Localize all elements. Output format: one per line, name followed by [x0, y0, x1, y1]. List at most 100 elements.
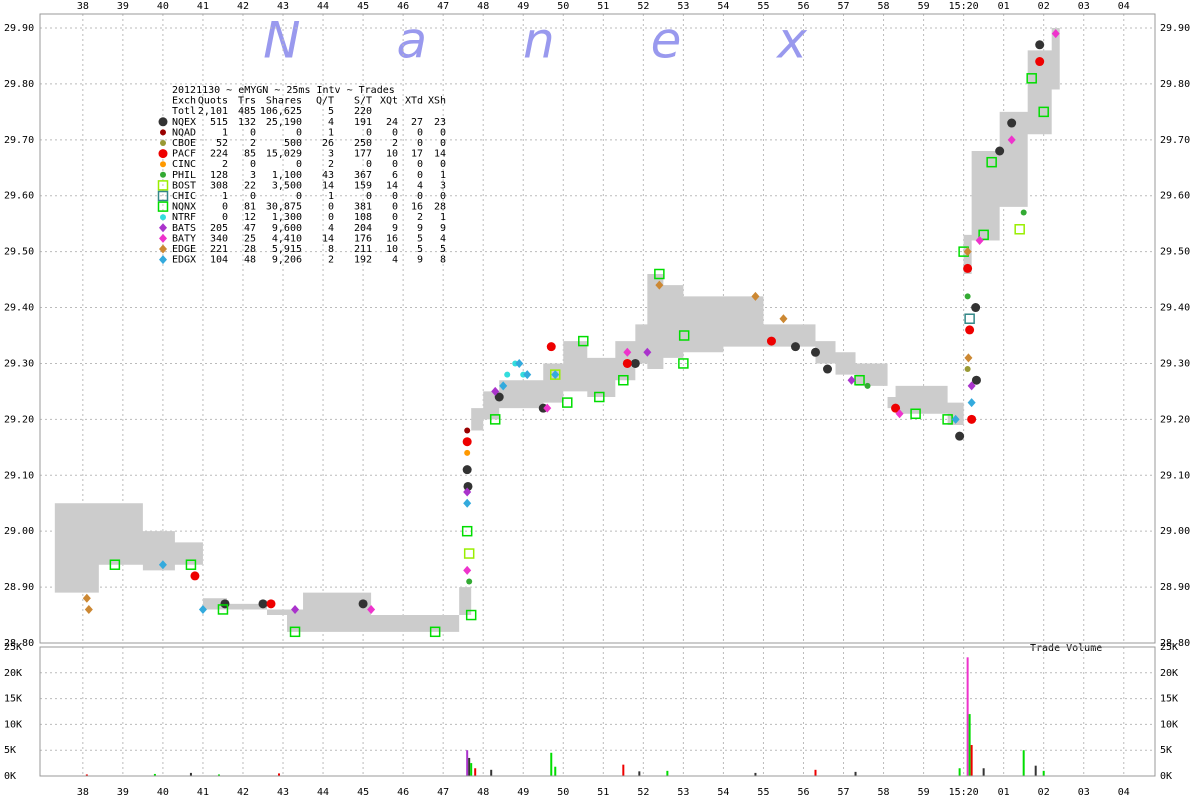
x-tick-label: 56	[797, 787, 809, 798]
legend-label: BATS	[172, 223, 196, 234]
volume-bar	[968, 714, 971, 776]
y-tick-label: 29.50	[4, 247, 34, 258]
legend-marker	[160, 171, 166, 178]
trade-point	[562, 397, 573, 408]
table-cell: 224	[210, 149, 228, 160]
table-cell: 0	[222, 202, 228, 213]
table-cell: 308	[210, 180, 228, 191]
table-header: XSh	[428, 96, 446, 107]
table-cell: 104	[210, 255, 228, 266]
legend-label: NQAD	[172, 127, 196, 138]
volume-bar	[278, 773, 281, 776]
x-tick-label: 04	[1118, 787, 1130, 798]
table-cell: 10	[386, 244, 398, 255]
y-tick-label: 15K	[4, 694, 22, 705]
trade-point	[654, 268, 665, 280]
table-cell: 108	[354, 212, 372, 223]
table-cell: 1	[328, 127, 334, 138]
table-cell: 47	[244, 223, 256, 234]
trade-point	[489, 414, 501, 425]
table-cell: 0	[392, 127, 398, 138]
trade-point	[258, 599, 268, 609]
x-tick-label: 54	[717, 1, 729, 12]
volume-bar	[814, 769, 817, 776]
plot-frame	[39, 13, 1156, 644]
x-tick-label: 59	[918, 1, 930, 12]
table-header: Q/T	[316, 96, 334, 107]
table-cell: 500	[284, 138, 302, 149]
y-tick-label: 29.50	[1160, 247, 1190, 258]
y-tick-label: 28.90	[4, 582, 34, 593]
trade-point	[967, 381, 976, 391]
trade-point	[358, 599, 368, 609]
table-cell: 0	[417, 170, 423, 181]
x-tick-label: 01	[998, 787, 1010, 798]
trade-point	[1007, 135, 1016, 145]
table-cell: 43	[322, 170, 334, 181]
volume-bar	[474, 768, 477, 776]
trade-point	[464, 427, 471, 434]
table-cell: 15,029	[266, 149, 302, 160]
table-cell: 0	[392, 191, 398, 202]
trade-point	[971, 303, 981, 313]
x-tick-label: 02	[1038, 787, 1050, 798]
table-row-name: Totl	[172, 106, 196, 117]
x-tick-label: 03	[1078, 1, 1090, 12]
table-cell: 1	[222, 191, 228, 202]
trade-point	[1051, 29, 1060, 39]
trade-point	[790, 342, 800, 352]
legend-label: NQNX	[172, 202, 196, 213]
x-tick-label: 53	[677, 787, 689, 798]
trade-point	[864, 382, 871, 389]
x-tick-label: 44	[317, 787, 329, 798]
table-cell: 6	[392, 170, 398, 181]
table-cell: 4	[440, 233, 446, 244]
x-tick-label: 45	[357, 787, 369, 798]
y-tick-label: 29.90	[1160, 23, 1190, 34]
table-cell: 0	[296, 159, 302, 170]
table-cell: 24	[386, 117, 398, 128]
x-tick-label: 15:20	[949, 1, 979, 12]
table-cell: 204	[354, 223, 372, 234]
volume-bar	[1022, 750, 1025, 776]
table-cell: 3	[440, 180, 446, 191]
legend-marker	[157, 180, 169, 191]
x-tick-label: 54	[717, 787, 729, 798]
x-tick-label: 53	[677, 1, 689, 12]
table-cell: 0	[296, 127, 302, 138]
trade-point	[779, 314, 788, 324]
trade-point	[499, 381, 508, 391]
trade-point	[465, 609, 477, 621]
table-cell: 48	[244, 255, 256, 266]
legend-marker	[159, 223, 167, 233]
table-cell: 0	[440, 159, 446, 170]
trade-point	[964, 293, 971, 300]
trade-point	[523, 370, 532, 380]
legend-label: CBOE	[172, 138, 196, 149]
volume-bar	[638, 771, 641, 776]
trade-point	[190, 571, 200, 581]
trade-point	[955, 431, 965, 441]
legend-marker	[159, 244, 167, 254]
table-cell: 1	[440, 212, 446, 223]
table-cell: 2	[250, 138, 256, 149]
y-tick-label: 29.20	[1160, 414, 1190, 425]
table-cell: 52	[216, 138, 228, 149]
x-tick-label: 03	[1078, 787, 1090, 798]
table-cell: 1	[222, 127, 228, 138]
x-tick-label: 52	[637, 787, 649, 798]
table-cell: 9	[440, 223, 446, 234]
table-cell: 14	[434, 149, 446, 160]
table-cell: 12	[244, 212, 256, 223]
table-cell: 3	[328, 149, 334, 160]
trade-point	[515, 358, 524, 368]
x-tick-label: 46	[397, 1, 409, 12]
table-header: XQt	[380, 96, 398, 107]
legend-marker	[158, 149, 168, 159]
table-cell: 0	[392, 159, 398, 170]
y-tick-label: 29.80	[4, 79, 34, 90]
table-cell: 0	[250, 191, 256, 202]
table-cell: 5,915	[272, 244, 302, 255]
table-cell: 0	[392, 202, 398, 213]
y-tick-label: 10K	[4, 719, 22, 730]
